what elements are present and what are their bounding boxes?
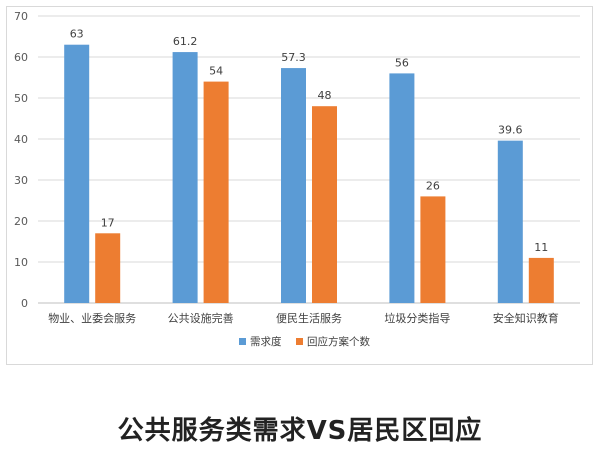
category-label: 公共设施完善 xyxy=(168,311,234,325)
y-tick-label: 10 xyxy=(14,256,28,269)
bar-response xyxy=(95,233,121,303)
y-tick-label: 60 xyxy=(14,51,28,64)
legend-label: 需求度 xyxy=(250,335,282,348)
data-label: 56 xyxy=(395,56,409,69)
bar-demand xyxy=(64,44,90,303)
data-label: 11 xyxy=(534,241,548,254)
bar-response xyxy=(420,196,446,303)
bar-demand xyxy=(281,68,306,303)
y-tick-label: 40 xyxy=(14,133,28,146)
data-label: 48 xyxy=(318,89,332,102)
category-label: 便民生活服务 xyxy=(276,311,342,325)
data-label: 26 xyxy=(426,179,440,192)
legend-label: 回应方案个数 xyxy=(307,335,370,348)
data-label: 57.3 xyxy=(281,51,306,64)
bar-demand xyxy=(389,73,415,304)
bar-chart: 0 10 20 30 40 50 60 70 63 17 物业、业委会服务 61.2 54 公共设施完善 5… xyxy=(14,10,580,348)
category-label: 垃圾分类指导 xyxy=(384,311,450,325)
y-tick-label: 50 xyxy=(14,92,28,105)
data-label: 17 xyxy=(101,216,115,229)
bar-demand xyxy=(172,52,198,303)
category-label: 安全知识教育 xyxy=(493,311,559,325)
page-caption: 公共服务类需求VS居民区回应 xyxy=(117,416,483,446)
data-label: 63 xyxy=(70,28,84,41)
data-label: 54 xyxy=(209,65,223,78)
y-tick-label: 20 xyxy=(14,215,28,228)
data-label: 39.6 xyxy=(498,124,523,137)
category-label: 物业、业委会服务 xyxy=(48,311,136,325)
bar-response xyxy=(528,257,554,303)
y-tick-label: 0 xyxy=(21,297,28,310)
bar-demand xyxy=(497,140,523,303)
legend-swatch-demand xyxy=(239,338,246,345)
bar-response xyxy=(203,81,229,303)
y-tick-label: 70 xyxy=(14,10,28,23)
bar-response xyxy=(312,106,337,303)
y-tick-label: 30 xyxy=(14,174,28,187)
data-label: 61.2 xyxy=(173,35,198,48)
legend-swatch-response xyxy=(296,338,303,345)
